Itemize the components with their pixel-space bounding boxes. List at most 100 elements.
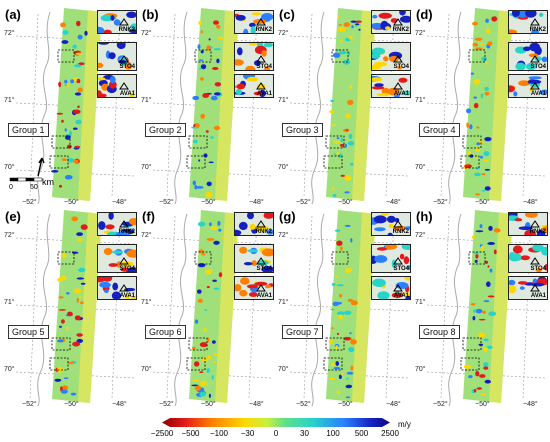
group-label: Group 3: [282, 123, 323, 137]
velocity-patch: [207, 355, 211, 359]
velocity-patch: [202, 93, 210, 98]
zoom-region-box: [49, 357, 69, 371]
gps-station-triangle-icon: [256, 257, 266, 265]
colorbar-tick-label: −30: [240, 429, 255, 438]
velocity-patch: [487, 242, 496, 245]
velocity-patch: [480, 43, 484, 46]
inset-patch: [532, 245, 544, 252]
velocity-patch: [483, 346, 489, 352]
inset-sto4: STO4: [371, 42, 411, 71]
velocity-patch: [473, 96, 478, 99]
inset-patch: [125, 267, 136, 272]
velocity-patch: [73, 109, 81, 115]
panel-letter: (h): [416, 209, 433, 224]
latitude-label: 72°: [4, 232, 15, 239]
inset-map: [372, 245, 410, 270]
velocity-patch: [218, 228, 222, 232]
velocity-patch: [209, 222, 212, 227]
inset-patch: [374, 255, 388, 263]
velocity-patch: [349, 85, 352, 89]
velocity-patch: [72, 341, 80, 347]
velocity-patch: [338, 24, 342, 26]
velocity-patch: [345, 113, 351, 119]
gps-station-triangle-icon: [119, 220, 129, 228]
zoom-region-box: [460, 357, 480, 371]
inset-patch: [112, 282, 119, 291]
velocity-patch: [347, 298, 354, 302]
velocity-patch: [467, 151, 471, 156]
coastline: [37, 11, 51, 205]
gps-station-triangle-icon: [393, 55, 403, 63]
velocity-patch: [198, 221, 206, 227]
velocity-patch: [194, 361, 200, 367]
velocity-patch: [348, 133, 353, 139]
inset-patch: [239, 246, 248, 254]
inset-patch: [263, 43, 273, 48]
inset-patch: [407, 265, 410, 270]
velocity-patch: [192, 180, 196, 186]
inset-patch: [103, 29, 112, 33]
scale-bar: [8, 156, 64, 186]
inset-patch: [105, 224, 115, 230]
group-label: Group 8: [419, 325, 460, 339]
inset-patch: [539, 89, 547, 95]
velocity-patch: [335, 152, 340, 155]
velocity-patch: [217, 36, 224, 40]
zoom-region-box: [462, 337, 482, 351]
inset-patch: [113, 19, 121, 26]
velocity-patch: [206, 368, 210, 373]
inset-rnk2: RNK2: [97, 10, 137, 34]
velocity-patch: [217, 220, 221, 226]
inset-station-label: AVA1: [530, 91, 546, 97]
velocity-patch: [488, 225, 493, 231]
longitude-label: −52°: [433, 401, 448, 408]
velocity-patch: [200, 77, 204, 81]
latitude-label: 72°: [278, 232, 289, 239]
inset-patch: [509, 284, 517, 294]
zoom-region-box: [323, 357, 343, 371]
velocity-patch: [63, 377, 69, 379]
velocity-patch: [73, 127, 78, 130]
velocity-patch: [344, 224, 351, 227]
inset-patch: [249, 223, 256, 230]
velocity-patch: [198, 20, 203, 26]
velocity-patch: [216, 58, 220, 64]
zoom-region-box: [188, 337, 208, 351]
velocity-patch: [72, 44, 77, 49]
velocity-patch: [213, 287, 220, 290]
velocity-patch: [350, 300, 358, 306]
velocity-patch: [203, 309, 208, 311]
velocity-patch: [466, 108, 472, 114]
velocity-patch: [330, 99, 335, 103]
velocity-patch: [76, 277, 85, 280]
inset-patch: [237, 47, 243, 56]
inset-station-label: AVA1: [393, 293, 409, 299]
colorbar-tick-label: 2500: [381, 429, 399, 438]
velocity-patch: [78, 296, 83, 299]
velocity-patch: [210, 95, 218, 101]
velocity-patch: [338, 374, 342, 380]
velocity-patch: [346, 371, 354, 375]
inset-patch: [377, 291, 390, 299]
latitude-label: 71°: [4, 97, 15, 104]
velocity-patch: [480, 93, 484, 99]
coastline: [448, 213, 462, 407]
inset-patch: [102, 277, 113, 282]
gps-station-triangle-icon: [256, 82, 266, 90]
inset-patch: [518, 11, 528, 18]
zoom-region-box: [468, 251, 486, 265]
inset-map: [235, 12, 273, 33]
velocity-patch: [350, 337, 353, 341]
velocity-patch: [336, 332, 340, 335]
panel-letter: (a): [5, 7, 21, 22]
latitude-label: 72°: [278, 30, 289, 37]
velocity-patch: [67, 311, 73, 317]
inset-station-label: RNK2: [118, 229, 135, 235]
velocity-patch: [485, 18, 489, 23]
longitude-label: −48°: [112, 199, 127, 206]
longitude-gridline: [166, 215, 176, 399]
inset-map: [239, 246, 273, 272]
velocity-patch: [199, 342, 208, 348]
gps-station-triangle-icon: [256, 220, 266, 228]
inset-patch: [513, 91, 518, 97]
